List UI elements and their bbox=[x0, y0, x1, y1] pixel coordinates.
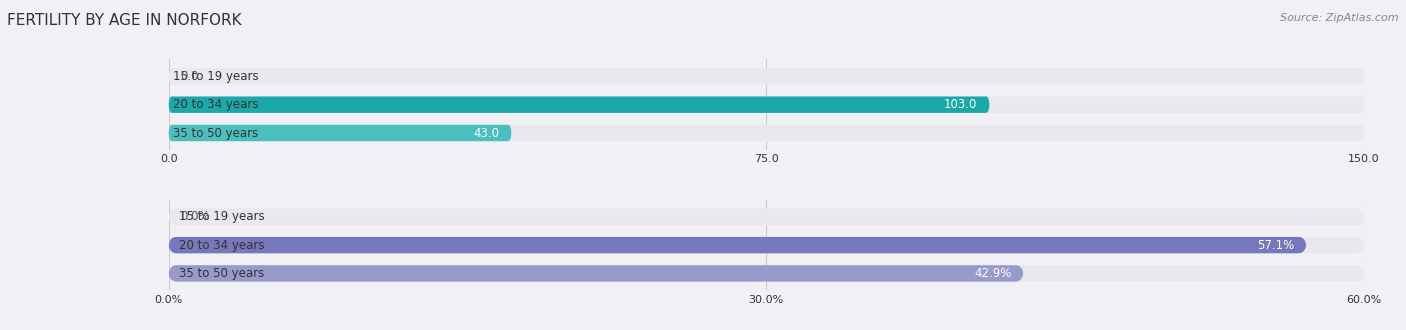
Text: 0.0: 0.0 bbox=[180, 70, 200, 83]
FancyBboxPatch shape bbox=[169, 125, 1364, 141]
Text: FERTILITY BY AGE IN NORFORK: FERTILITY BY AGE IN NORFORK bbox=[7, 13, 242, 28]
Text: 20 to 34 years: 20 to 34 years bbox=[173, 98, 259, 111]
FancyBboxPatch shape bbox=[169, 125, 512, 141]
FancyBboxPatch shape bbox=[169, 96, 1364, 113]
Text: 20 to 34 years: 20 to 34 years bbox=[179, 239, 264, 251]
Text: 15 to 19 years: 15 to 19 years bbox=[173, 70, 259, 83]
FancyBboxPatch shape bbox=[169, 265, 1024, 281]
Text: 42.9%: 42.9% bbox=[974, 267, 1011, 280]
Text: 15 to 19 years: 15 to 19 years bbox=[179, 210, 264, 223]
Text: 35 to 50 years: 35 to 50 years bbox=[173, 126, 257, 140]
Text: Source: ZipAtlas.com: Source: ZipAtlas.com bbox=[1281, 13, 1399, 23]
FancyBboxPatch shape bbox=[169, 209, 1364, 225]
FancyBboxPatch shape bbox=[169, 237, 1364, 253]
Text: 103.0: 103.0 bbox=[943, 98, 977, 111]
Text: 35 to 50 years: 35 to 50 years bbox=[179, 267, 264, 280]
FancyBboxPatch shape bbox=[169, 96, 990, 113]
Text: 0.0%: 0.0% bbox=[180, 210, 211, 223]
FancyBboxPatch shape bbox=[169, 265, 1364, 281]
Text: 57.1%: 57.1% bbox=[1257, 239, 1294, 251]
Text: 43.0: 43.0 bbox=[474, 126, 499, 140]
FancyBboxPatch shape bbox=[169, 237, 1306, 253]
FancyBboxPatch shape bbox=[169, 68, 1364, 84]
